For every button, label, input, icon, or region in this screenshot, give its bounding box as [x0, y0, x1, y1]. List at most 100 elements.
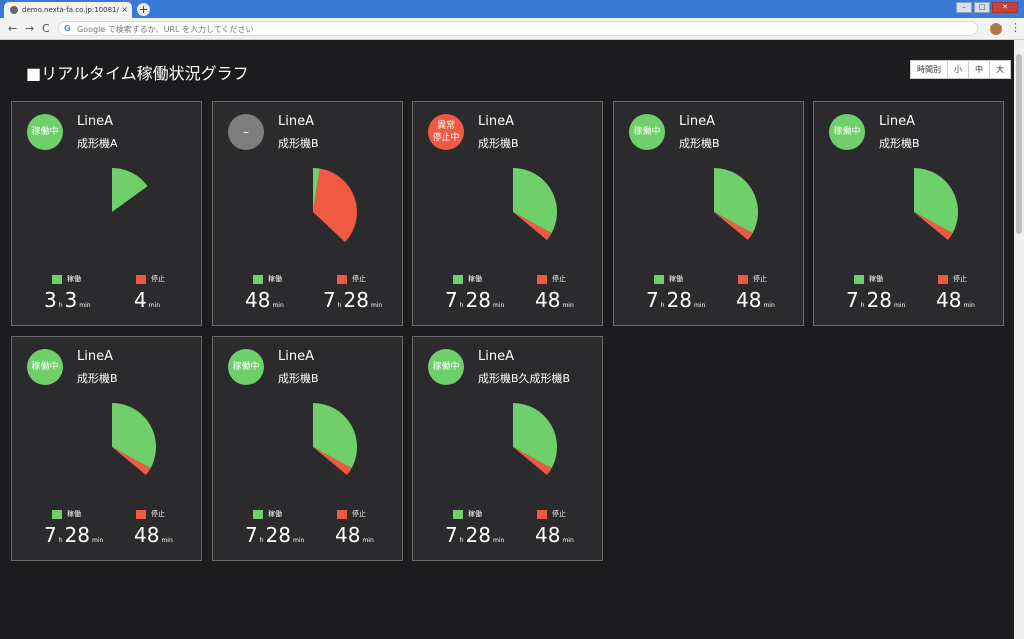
machine-name: 成形機B: [77, 372, 118, 385]
pie-slice-running: [112, 168, 148, 212]
legend-swatch-stopped: [136, 509, 146, 519]
size-toggle: 時間別 小 中 大: [910, 60, 1011, 79]
line-name: LineA: [679, 114, 715, 129]
back-icon[interactable]: ←: [8, 22, 18, 35]
legend-stopped: 停止: [136, 274, 165, 284]
google-icon: G: [64, 24, 71, 33]
stopped-time: 48 min: [535, 523, 576, 547]
new-tab-button[interactable]: +: [137, 3, 150, 16]
size-button-small[interactable]: 小: [948, 60, 969, 79]
machine-name: 成形機B: [679, 137, 720, 150]
minute-unit: min: [562, 537, 574, 544]
legend-label-stopped: 停止: [352, 510, 366, 518]
page-title: ■リアルタイム稼働状況グラフ: [26, 64, 249, 83]
stopped-time: 48 min: [736, 288, 777, 312]
machine-name: 成形機A: [77, 137, 118, 150]
profile-avatar[interactable]: [990, 23, 1002, 35]
legend-swatch-running: [453, 274, 463, 284]
uptime-pie-chart: [112, 403, 157, 476]
machine-card[interactable]: – LineA 成形機B 稼働 停止 48 min 7 h 28 min: [212, 101, 403, 326]
stopped-time: 48 min: [134, 523, 175, 547]
stop-minutes: 28: [343, 288, 369, 312]
maximize-button[interactable]: □: [974, 2, 990, 13]
legend-label-stopped: 停止: [151, 510, 165, 518]
globe-icon: [10, 6, 18, 14]
run-minutes: 48: [245, 288, 271, 312]
size-button-large[interactable]: 大: [990, 60, 1011, 79]
legend-label-running: 稼働: [268, 510, 282, 518]
close-icon[interactable]: ×: [121, 5, 128, 14]
line-name: LineA: [278, 349, 314, 364]
running-time: 7 h 28 min: [445, 288, 506, 312]
legend-stopped: 停止: [136, 509, 165, 519]
legend-running: 稼働: [854, 274, 883, 284]
machine-card[interactable]: 稼働中 LineA 成形機B 稼働 停止 7 h 28 min 48 min: [813, 101, 1004, 326]
legend-stopped: 停止: [337, 509, 366, 519]
hour-unit: h: [58, 537, 63, 544]
machine-card[interactable]: 稼働中 LineA 成形機B 稼働 停止 7 h 28 min 48 min: [11, 336, 202, 561]
stop-minutes: 48: [936, 288, 962, 312]
stopped-time: 4 min: [134, 288, 162, 312]
run-minutes: 28: [265, 523, 291, 547]
machine-name: 成形機B: [478, 137, 519, 150]
uptime-pie-chart: [313, 403, 358, 476]
legend-label-running: 稼働: [67, 510, 81, 518]
status-badge: 異常 停止中: [428, 114, 464, 150]
window-close-button[interactable]: ✕: [992, 2, 1018, 13]
legend-swatch-stopped: [537, 509, 547, 519]
scrollbar[interactable]: [1014, 40, 1024, 639]
stop-minutes: 48: [535, 523, 561, 547]
minute-unit: min: [562, 302, 574, 309]
running-time: 48 min: [245, 288, 286, 312]
legend-swatch-stopped: [337, 274, 347, 284]
running-time: 7 h 28 min: [646, 288, 707, 312]
legend-stopped: 停止: [537, 274, 566, 284]
reload-icon[interactable]: C: [42, 22, 50, 35]
running-time: 7 h 28 min: [245, 523, 306, 547]
browser-tab[interactable]: demo.nexta-fa.co.jp:10081/ ×: [4, 2, 132, 18]
forward-icon[interactable]: →: [25, 22, 35, 35]
run-hours: 3: [44, 288, 57, 312]
stop-hours: 7: [323, 288, 336, 312]
pie-slice-stopped: [914, 212, 953, 241]
address-placeholder: Google で検索するか、URL を入力してください: [77, 25, 254, 34]
line-name: LineA: [278, 114, 314, 129]
legend-swatch-running: [52, 509, 62, 519]
hour-unit: h: [459, 302, 464, 309]
machine-card[interactable]: 稼働中 LineA 成形機B久成形機B 稼働 停止 7 h 28 min 48 min: [412, 336, 603, 561]
stopped-time: 48 min: [936, 288, 977, 312]
pie-slice-stopped: [513, 447, 552, 476]
minute-unit: min: [79, 302, 91, 309]
size-button-hourly[interactable]: 時間別: [910, 60, 948, 79]
running-time: 7 h 28 min: [445, 523, 506, 547]
uptime-pie-chart: [313, 168, 357, 243]
hour-unit: h: [337, 302, 342, 309]
legend-label-stopped: 停止: [151, 275, 165, 283]
line-name: LineA: [478, 349, 514, 364]
legend-swatch-running: [52, 274, 62, 284]
legend-swatch-stopped: [938, 274, 948, 284]
stop-minutes: 48: [134, 523, 160, 547]
scroll-thumb[interactable]: [1016, 54, 1022, 234]
size-button-medium[interactable]: 中: [969, 60, 990, 79]
legend-swatch-stopped: [738, 274, 748, 284]
pie-slice-running: [313, 168, 320, 212]
machine-card[interactable]: 異常 停止中 LineA 成形機B 稼働 停止 7 h 28 min 48 min: [412, 101, 603, 326]
address-bar[interactable]: G Google で検索するか、URL を入力してください: [58, 21, 978, 36]
status-badge: 稼働中: [228, 349, 264, 385]
status-badge: 稼働中: [27, 349, 63, 385]
machine-card[interactable]: 稼働中 LineA 成形機B 稼働 停止 7 h 28 min 48 min: [613, 101, 804, 326]
legend-stopped: 停止: [337, 274, 366, 284]
stop-minutes: 48: [335, 523, 361, 547]
machine-card[interactable]: 稼働中 LineA 成形機B 稼働 停止 7 h 28 min 48 min: [212, 336, 403, 561]
pie-slice-stopped: [313, 168, 357, 243]
line-name: LineA: [879, 114, 915, 129]
stop-minutes: 48: [736, 288, 762, 312]
run-minutes: 28: [465, 523, 491, 547]
stopped-time: 7 h 28 min: [323, 288, 384, 312]
machine-card[interactable]: 稼働中 LineA 成形機A 稼働 停止 3 h 3 min 4 min: [11, 101, 202, 326]
pie-slice-running: [313, 403, 358, 469]
menu-dots-icon[interactable]: ⋮: [1010, 21, 1021, 34]
uptime-pie-chart: [714, 168, 759, 241]
minimize-button[interactable]: –: [956, 2, 972, 13]
